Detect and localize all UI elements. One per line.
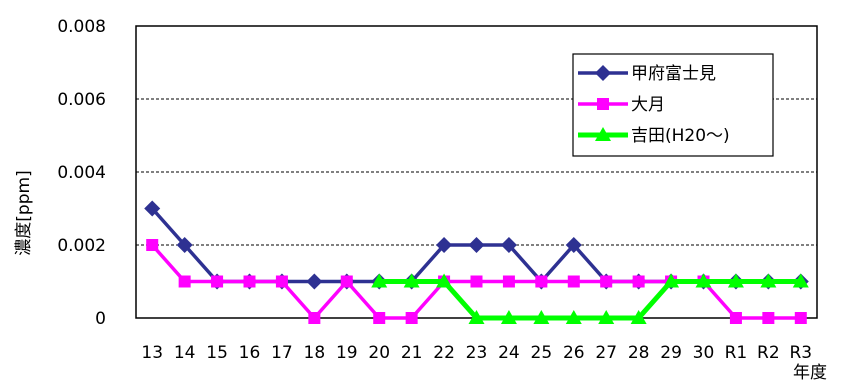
y-tick-label: 0.006 — [57, 90, 106, 110]
data-point — [306, 273, 323, 290]
x-tick-label: 25 — [531, 343, 553, 363]
data-point — [436, 237, 453, 253]
data-point — [468, 310, 485, 324]
data-point — [535, 275, 548, 288]
legend-item: 甲府富士見 — [578, 64, 716, 84]
series-2 — [146, 239, 807, 324]
y-axis-label: 濃度[ppm] — [14, 170, 34, 255]
x-tick-label: 19 — [336, 343, 358, 363]
legend-label: 大月 — [631, 95, 665, 115]
data-point — [178, 275, 191, 288]
legend-label: 甲府富士見 — [631, 64, 716, 84]
legend-item: 大月 — [578, 95, 665, 115]
data-point — [598, 310, 615, 324]
data-point — [760, 273, 777, 288]
data-point — [695, 273, 712, 288]
data-point — [436, 273, 453, 288]
legend-swatch-marker — [595, 65, 611, 81]
series-3 — [371, 273, 809, 324]
x-tick-label: 29 — [660, 343, 682, 363]
data-point — [729, 312, 742, 324]
legend-swatch-marker — [595, 127, 611, 141]
legend-item: 吉田(H20～) — [578, 126, 730, 146]
data-point — [405, 312, 418, 324]
y-tick-label: 0.004 — [57, 163, 106, 183]
x-tick-label: 28 — [628, 343, 650, 363]
series-layer — [144, 200, 809, 324]
x-tick-label: 18 — [304, 343, 326, 363]
data-point — [794, 312, 807, 324]
data-point — [176, 237, 193, 253]
data-point — [275, 275, 288, 288]
data-point — [727, 273, 744, 288]
data-point — [243, 275, 256, 288]
data-point — [632, 275, 645, 288]
x-tick-label: 30 — [693, 343, 715, 363]
data-point — [502, 275, 515, 288]
x-tick-label: 17 — [271, 343, 293, 363]
x-tick-label: R3 — [789, 343, 812, 363]
legend-label: 吉田(H20～) — [631, 126, 730, 146]
x-tick-label: 26 — [563, 343, 585, 363]
data-point — [567, 275, 580, 288]
x-tick-label: 15 — [206, 343, 228, 363]
data-point — [792, 273, 809, 288]
series-line — [379, 279, 801, 321]
y-tick-label: 0.008 — [57, 17, 106, 37]
y-axis: 0 0.002 0.004 0.006 0.008 — [57, 17, 106, 329]
x-tick-label: 16 — [239, 343, 261, 363]
data-point — [340, 275, 353, 288]
data-point — [470, 275, 483, 288]
x-tick-label: R2 — [757, 343, 780, 363]
x-tick-label: 14 — [174, 343, 196, 363]
data-point — [403, 273, 420, 288]
y-tick-label: 0 — [95, 309, 106, 329]
data-point — [565, 237, 582, 253]
data-point — [371, 273, 388, 288]
x-axis: 13 14 15 16 17 18 19 20 21 22 23 24 25 26 27 28 29 30 R1 R2… — [141, 343, 812, 363]
data-point — [144, 200, 161, 217]
data-point — [630, 310, 647, 324]
data-point — [373, 312, 386, 324]
x-tick-label: 21 — [401, 343, 423, 363]
y-tick-label: 0.002 — [57, 236, 106, 256]
data-point — [500, 237, 517, 253]
x-tick-label: 24 — [498, 343, 520, 363]
data-point — [500, 310, 517, 324]
x-tick-label: 27 — [595, 343, 617, 363]
data-point — [146, 239, 159, 251]
x-tick-label: 13 — [141, 343, 163, 363]
x-axis-label: 年度 — [793, 363, 827, 383]
x-tick-label: 22 — [433, 343, 455, 363]
data-point — [533, 310, 550, 324]
data-point — [308, 312, 321, 324]
legend-swatch-marker — [597, 98, 609, 110]
x-tick-label: 23 — [466, 343, 488, 363]
data-point — [663, 273, 680, 288]
data-point — [565, 310, 582, 324]
x-tick-label: R1 — [725, 343, 748, 363]
data-point — [468, 237, 485, 253]
data-point — [762, 312, 775, 324]
data-point — [600, 275, 613, 288]
x-tick-label: 20 — [368, 343, 390, 363]
data-point — [211, 275, 224, 288]
